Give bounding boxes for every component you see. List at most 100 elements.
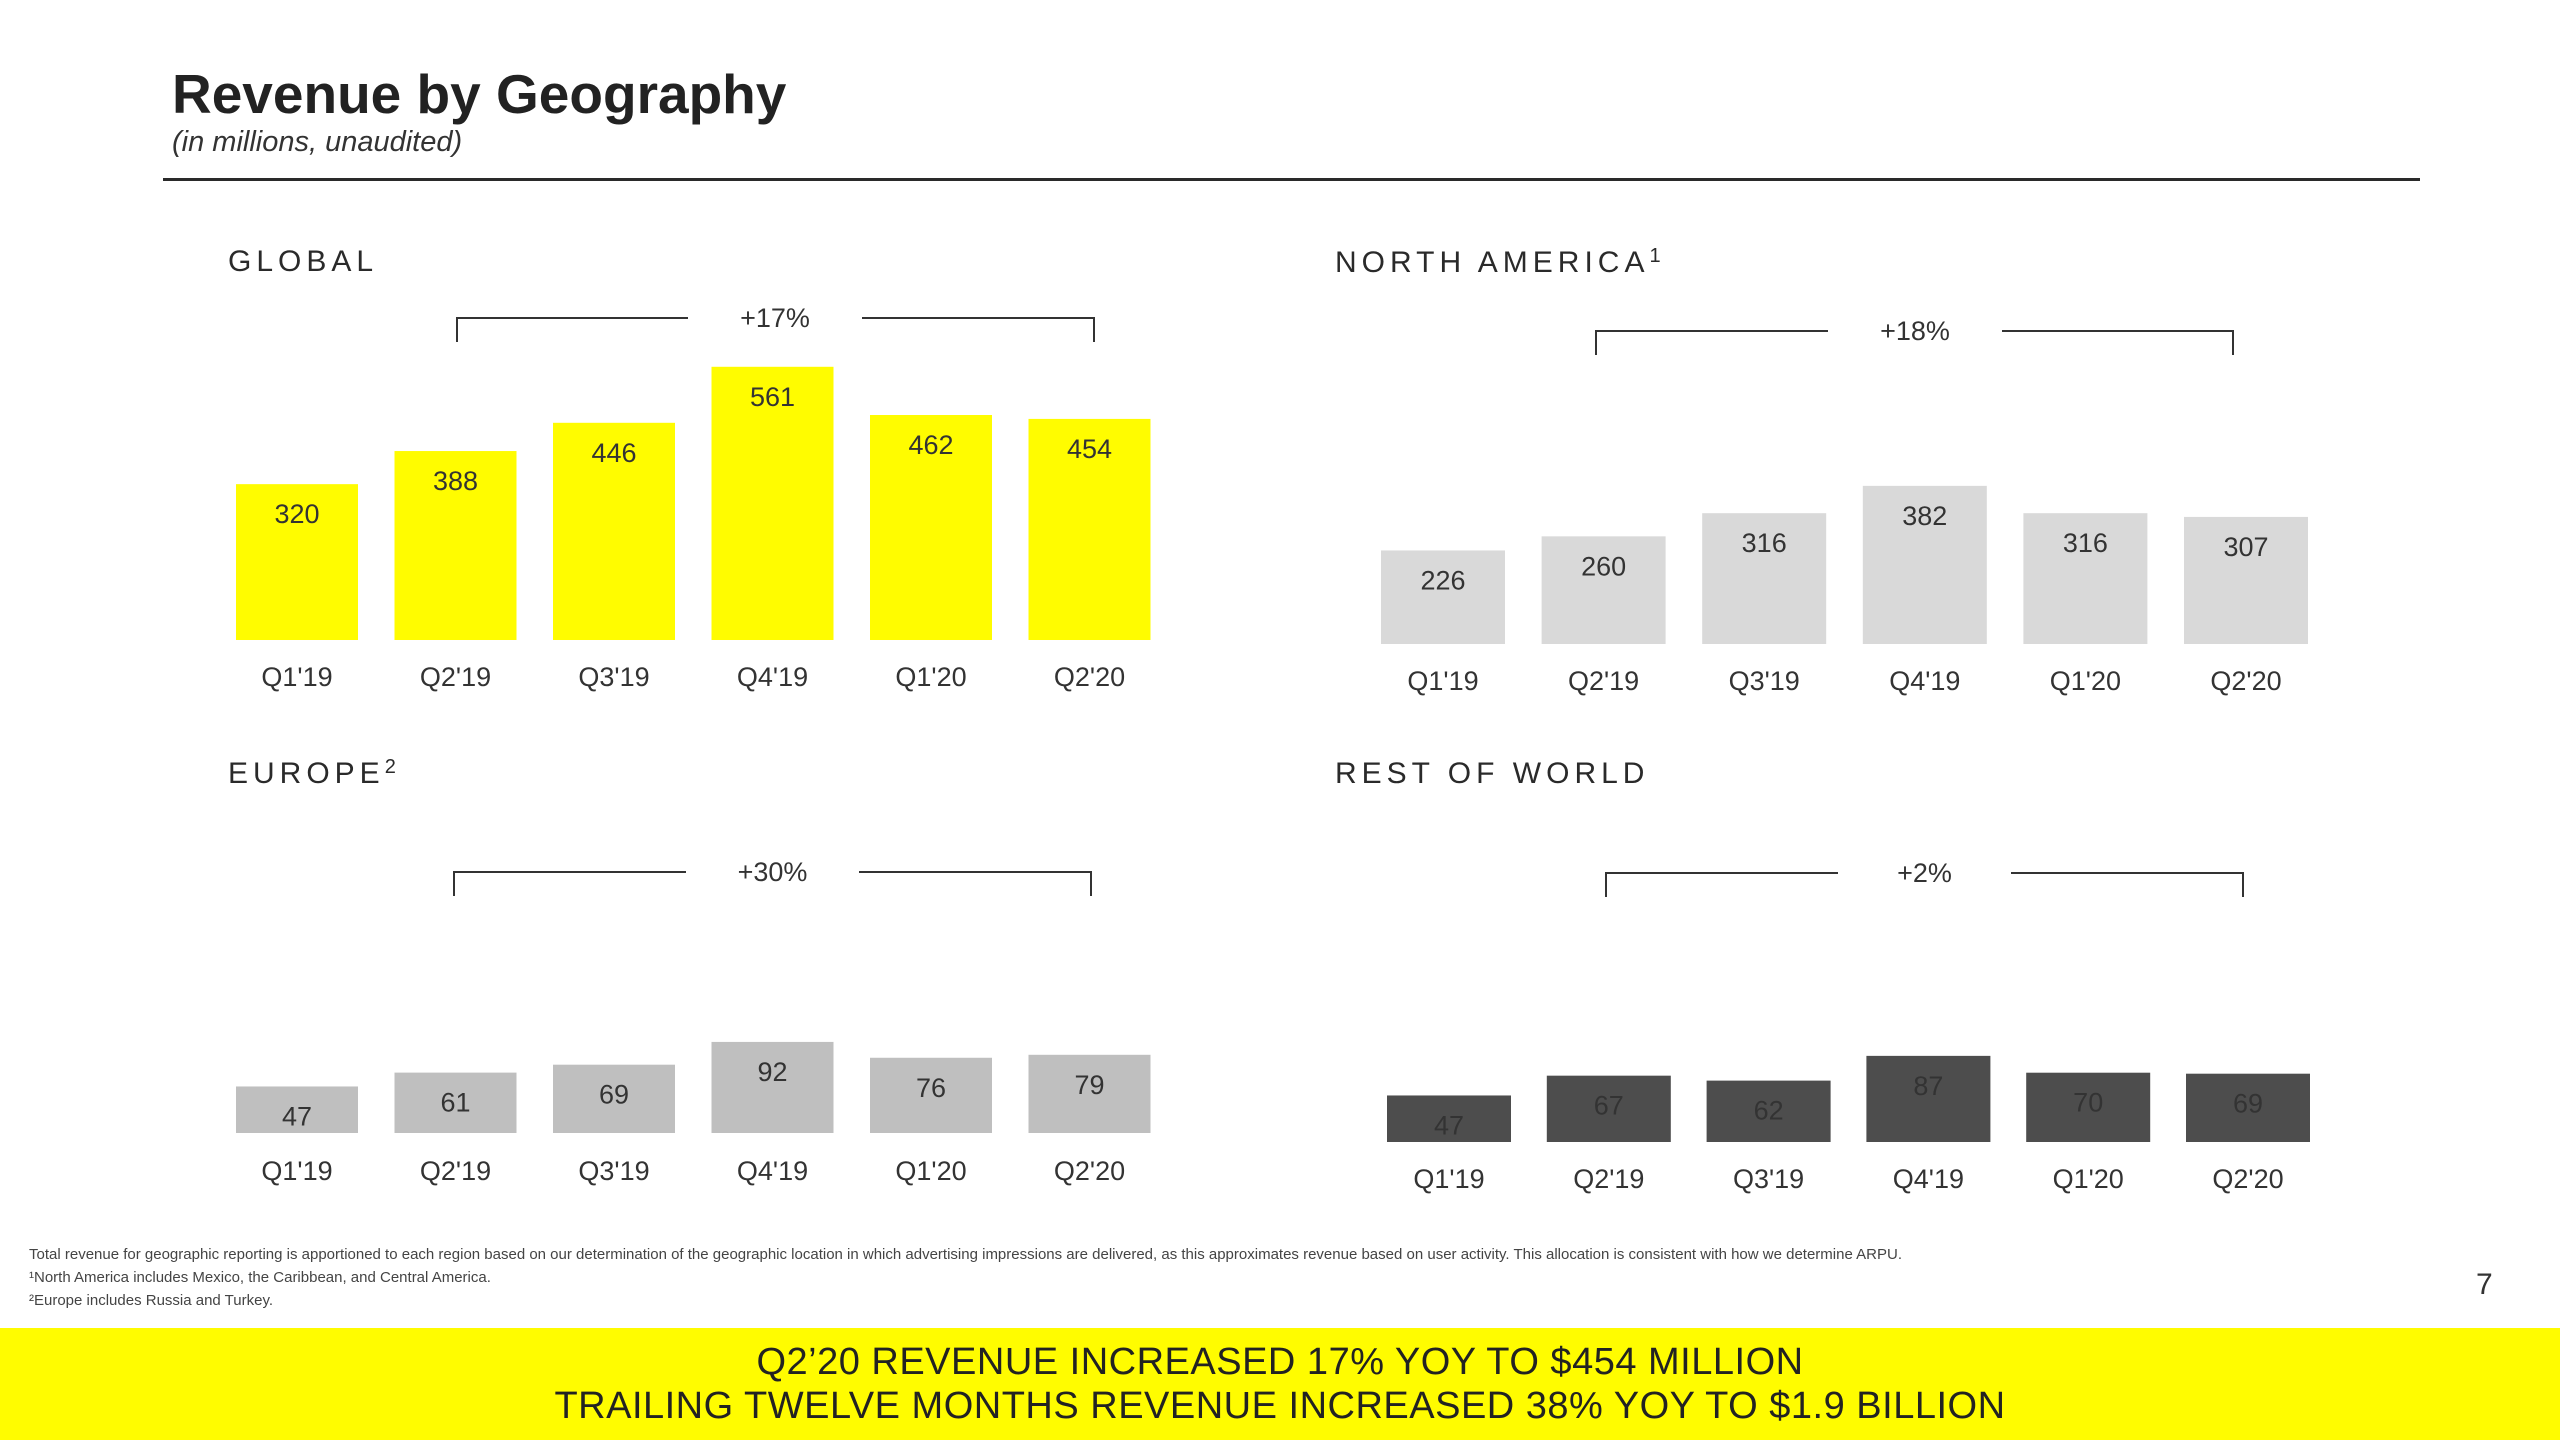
europe-value-label-q2-19: 61	[440, 1088, 470, 1118]
europe-bar-q2-19	[394, 1072, 517, 1133]
europe-value-label-q2-20: 79	[1074, 1070, 1104, 1100]
rest-of-world-bar-q3-19	[1706, 1080, 1831, 1142]
north-america-bar-q2-19	[1541, 536, 1666, 644]
rest-of-world-value-label-q1-19: 47	[1434, 1110, 1464, 1140]
europe-value-label-q1-20: 76	[916, 1073, 946, 1103]
rest-of-world-tick-q1-20: Q1'20	[2053, 1164, 2124, 1194]
europe-bar-q2-20	[1028, 1054, 1151, 1133]
global-value-label-q3-19: 446	[591, 438, 636, 468]
europe-bar-q3-19	[553, 1064, 675, 1133]
global-tick-q4-19: Q4'19	[737, 662, 808, 692]
rest-of-world-bar-q1-19	[1387, 1095, 1511, 1142]
europe-value-label-q1-19: 47	[282, 1101, 312, 1131]
north-america-value-label-q4-19: 382	[1902, 501, 1947, 531]
north-america-value-label-q1-20: 316	[2063, 528, 2108, 558]
north-america-chart-title: NORTH AMERICA1	[1335, 245, 1666, 279]
global-tick-q1-20: Q1'20	[895, 662, 966, 692]
global-bar-q2-19	[394, 451, 517, 640]
global-bar-q2-20	[1028, 418, 1151, 640]
rest-of-world-value-label-q3-19: 62	[1754, 1096, 1784, 1126]
rest-of-world-bar-q2-20	[2186, 1073, 2310, 1142]
rest-of-world-growth-label: +2%	[1897, 858, 1952, 888]
rest-of-world-tick-q2-20: Q2'20	[2212, 1164, 2283, 1194]
rest-of-world-tick-q3-19: Q3'19	[1733, 1164, 1804, 1194]
north-america-tick-q1-20: Q1'20	[2050, 666, 2121, 696]
north-america-growth-label: +18%	[1880, 316, 1950, 346]
global-bar-q4-19	[711, 366, 834, 640]
page-title: Revenue by Geography	[172, 63, 787, 125]
rest-of-world-bar-q4-19	[1866, 1055, 1991, 1142]
north-america-bar-q3-19	[1702, 513, 1827, 644]
global-bar-q3-19	[553, 422, 675, 640]
rest-of-world-value-label-q2-20: 69	[2233, 1089, 2263, 1119]
europe-bar-q4-19	[711, 1041, 834, 1133]
north-america-bar-q4-19	[1862, 485, 1987, 644]
europe-growth-bracket	[453, 871, 1092, 896]
footnote-allocation: Total revenue for geographic reporting i…	[29, 1246, 1902, 1263]
europe-value-label-q3-19: 69	[599, 1080, 629, 1110]
europe-tick-q2-20: Q2'20	[1054, 1156, 1125, 1186]
europe-tick-q1-20: Q1'20	[895, 1156, 966, 1186]
europe-value-label-q4-19: 92	[757, 1057, 787, 1087]
global-tick-q2-19: Q2'19	[420, 662, 491, 692]
europe-tick-q2-19: Q2'19	[420, 1156, 491, 1186]
global-chart-title: GLOBAL	[228, 245, 378, 278]
global-bar-q1-20	[870, 415, 992, 640]
rest-of-world-value-label-q2-19: 67	[1594, 1091, 1624, 1121]
global-tick-q2-20: Q2'20	[1054, 662, 1125, 692]
north-america-growth-bracket	[1595, 330, 2234, 355]
north-america-tick-q4-19: Q4'19	[1889, 666, 1960, 696]
rest-of-world-value-label-q1-20: 70	[2073, 1088, 2103, 1118]
rest-of-world-bar-q2-19	[1546, 1075, 1671, 1142]
europe-chart: EUROPE2 +30% 47 Q1'19 61 Q2'19 69 Q3'19 92 Q4'19 7…	[228, 756, 1151, 1186]
north-america-bar-q1-19	[1381, 550, 1505, 644]
rest-of-world-value-label-q4-19: 87	[1913, 1071, 1943, 1101]
global-value-label-q2-20: 454	[1067, 434, 1112, 464]
global-tick-q3-19: Q3'19	[578, 662, 649, 692]
footnote-north-america: ¹North America includes Mexico, the Cari…	[29, 1269, 491, 1286]
global-value-label-q4-19: 561	[750, 382, 795, 412]
global-growth-label: +17%	[740, 303, 810, 333]
rest-of-world-growth-bracket	[1605, 872, 2244, 897]
europe-tick-q3-19: Q3'19	[578, 1156, 649, 1186]
page-number: 7	[2476, 1268, 2493, 1301]
global-bar-q1-19	[236, 484, 358, 640]
global-growth-bracket	[456, 317, 1095, 342]
banner-line-quarter: Q2’20 REVENUE INCREASED 17% YOY TO $454 …	[756, 1341, 1804, 1383]
global-value-label-q1-20: 462	[908, 430, 953, 460]
rest-of-world-tick-q1-19: Q1'19	[1413, 1164, 1484, 1194]
europe-growth-label: +30%	[738, 857, 808, 887]
page-subtitle: (in millions, unaudited)	[172, 126, 463, 158]
europe-tick-q4-19: Q4'19	[737, 1156, 808, 1186]
north-america-bar-q1-20	[2023, 513, 2148, 644]
title-divider	[163, 178, 2420, 181]
north-america-value-label-q3-19: 316	[1742, 528, 1787, 558]
north-america-tick-q1-19: Q1'19	[1407, 666, 1478, 696]
rest-of-world-chart: REST OF WORLD +2% 47 Q1'19 67 Q2'19 62 Q3'19 87 Q…	[1335, 757, 2310, 1194]
rest-of-world-chart-title: REST OF WORLD	[1335, 757, 1649, 790]
summary-banner: Q2’20 REVENUE INCREASED 17% YOY TO $454 …	[0, 1328, 2560, 1440]
north-america-value-label-q2-19: 260	[1581, 551, 1626, 581]
europe-bar-q1-19	[236, 1086, 358, 1133]
global-tick-q1-19: Q1'19	[261, 662, 332, 692]
europe-title-footnote-mark: 2	[385, 756, 401, 778]
north-america-bar-q2-20	[2184, 516, 2308, 644]
global-chart: GLOBAL +17% 320 Q1'19 388 Q2'19 446 Q3'19 561 Q4'…	[228, 245, 1151, 692]
rest-of-world-tick-q2-19: Q2'19	[1573, 1164, 1644, 1194]
rest-of-world-bar-q1-20	[2026, 1072, 2151, 1142]
north-america-value-label-q1-19: 226	[1420, 565, 1465, 595]
europe-chart-title: EUROPE2	[228, 756, 401, 790]
global-value-label-q1-19: 320	[274, 499, 319, 529]
north-america-tick-q2-19: Q2'19	[1568, 666, 1639, 696]
north-america-tick-q3-19: Q3'19	[1729, 666, 1800, 696]
europe-bar-q1-20	[870, 1057, 992, 1133]
rest-of-world-tick-q4-19: Q4'19	[1893, 1164, 1964, 1194]
north-america-title-footnote-mark: 1	[1649, 245, 1665, 267]
north-america-chart: NORTH AMERICA1 +18% 226 Q1'19 260 Q2'19 316 Q3'…	[1335, 245, 2308, 696]
north-america-value-label-q2-20: 307	[2223, 532, 2268, 562]
global-value-label-q2-19: 388	[433, 466, 478, 496]
footnotes: Total revenue for geographic reporting i…	[29, 1243, 2269, 1312]
north-america-tick-q2-20: Q2'20	[2210, 666, 2281, 696]
banner-line-ttm: TRAILING TWELVE MONTHS REVENUE INCREASED…	[554, 1385, 2006, 1427]
